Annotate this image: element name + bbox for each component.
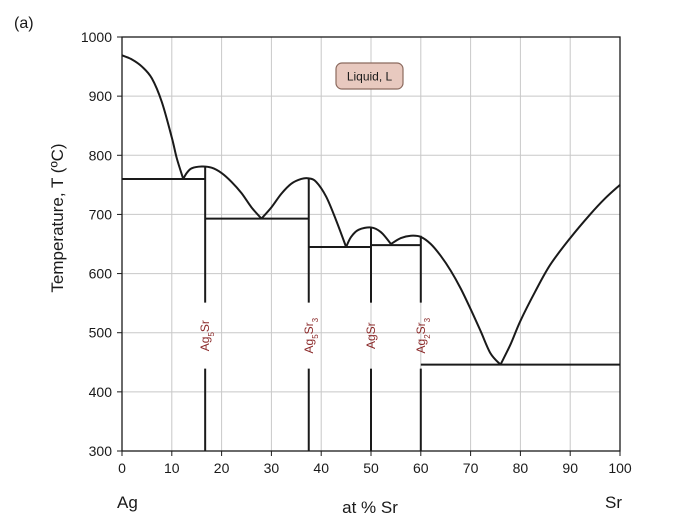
y-axis-title: Temperature, T (ºC) [48,143,67,292]
x-tick-label: 60 [413,460,429,476]
x-tick-label: 100 [608,460,632,476]
compound-labels: Ag5Sr Ag5Sr3 AgSr Ag2Sr3 [198,317,431,353]
liquidus-curve [390,234,502,366]
compound-label: Ag5Sr [198,320,216,351]
x-tick-label: 80 [513,460,529,476]
liquidus-curve [121,54,185,180]
axis-ticks: 0 10 20 30 40 50 60 70 80 90 100 300 400 500 600 700 800… [81,29,632,476]
x-tick-label: 70 [463,460,479,476]
phase-boundaries [121,54,621,451]
liquidus-curve [260,177,348,248]
panel-label: (a) [14,15,34,32]
x-tick-label: 20 [214,460,230,476]
left-end-label: Ag [117,493,138,512]
y-tick-label: 1000 [81,29,112,45]
y-tick-label: 800 [89,147,113,163]
liquidus-curve [345,226,392,248]
compound-label: Ag5Sr3 [302,317,320,353]
liquidus-curve [182,165,263,220]
y-tick-label: 600 [89,266,113,282]
x-tick-label: 10 [164,460,180,476]
x-tick-label: 0 [118,460,126,476]
y-tick-label: 500 [89,325,113,341]
x-tick-label: 50 [363,460,379,476]
x-tick-label: 90 [562,460,578,476]
y-tick-label: 300 [89,443,113,459]
compound-label: Ag2Sr3 [414,317,432,353]
right-end-label: Sr [605,493,622,512]
x-tick-label: 40 [313,460,329,476]
compound-label: AgSr [364,322,378,349]
x-axis-title: at % Sr [342,498,398,517]
y-tick-label: 900 [89,88,113,104]
y-tick-label: 700 [89,206,113,222]
liquid-label-box: Liquid, L [335,62,404,90]
x-tick-label: 30 [264,460,280,476]
liquidus-curve [499,184,621,366]
y-tick-label: 400 [89,384,113,400]
liquid-label: Liquid, L [347,70,393,84]
